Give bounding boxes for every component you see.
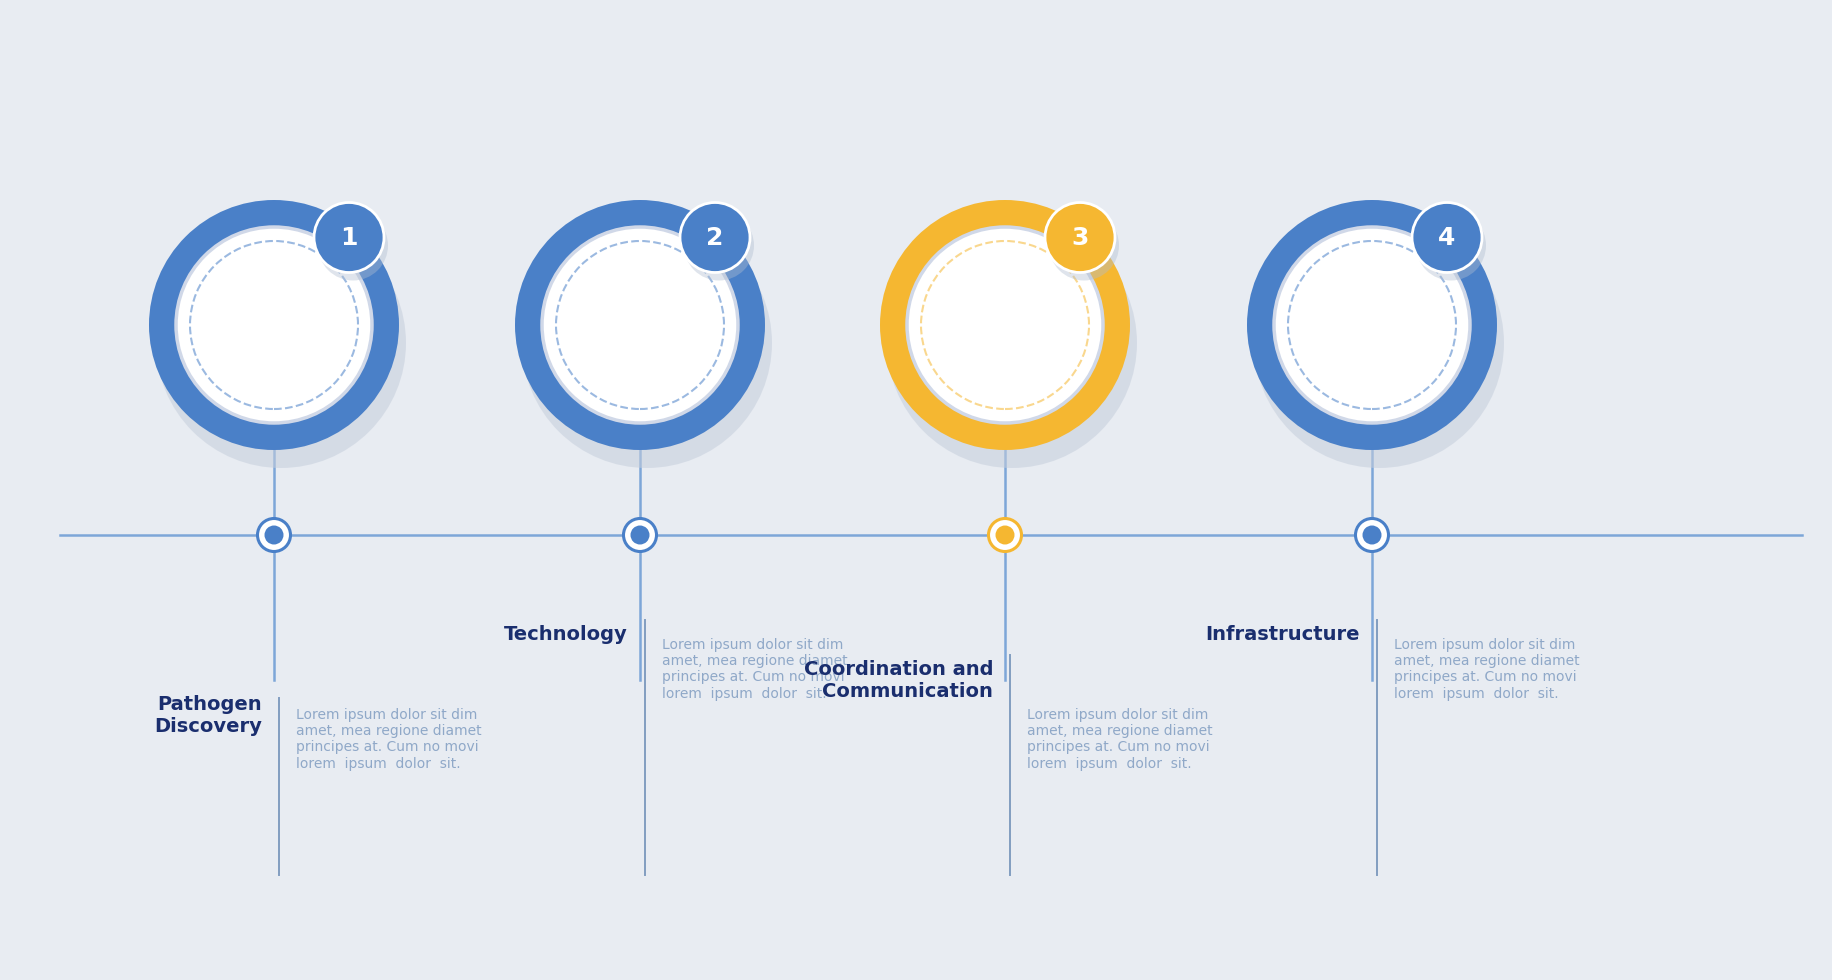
Text: 2: 2 [707,225,724,250]
Text: 3: 3 [1072,225,1088,250]
Circle shape [1248,200,1497,450]
Circle shape [680,203,749,272]
Circle shape [1050,211,1119,280]
Circle shape [683,211,755,280]
Circle shape [887,218,1138,468]
Circle shape [1412,203,1482,272]
Circle shape [515,200,766,450]
Text: Lorem ipsum dolor sit dim
amet, mea regione diamet
principes at. Cum no movi
lor: Lorem ipsum dolor sit dim amet, mea regi… [1394,638,1579,701]
Circle shape [623,518,656,552]
Circle shape [1253,218,1504,468]
Circle shape [1416,211,1486,280]
Circle shape [264,525,284,545]
Text: Coordination and
Communication: Coordination and Communication [804,660,993,701]
Circle shape [258,518,291,552]
Text: Lorem ipsum dolor sit dim
amet, mea regione diamet
principes at. Cum no movi
lor: Lorem ipsum dolor sit dim amet, mea regi… [297,708,482,770]
Circle shape [1356,518,1389,552]
Circle shape [1044,203,1116,272]
Circle shape [1273,227,1469,423]
Text: Technology: Technology [504,625,628,644]
Circle shape [313,203,385,272]
Circle shape [156,218,407,468]
Text: 4: 4 [1438,225,1456,250]
Circle shape [630,525,650,545]
Text: Lorem ipsum dolor sit dim
amet, mea regione diamet
principes at. Cum no movi
lor: Lorem ipsum dolor sit dim amet, mea regi… [661,638,848,701]
Circle shape [879,200,1130,450]
Text: Lorem ipsum dolor sit dim
amet, mea regione diamet
principes at. Cum no movi
lor: Lorem ipsum dolor sit dim amet, mea regi… [1028,708,1213,770]
Text: Infrastructure: Infrastructure [1205,625,1359,644]
Circle shape [148,200,399,450]
Text: 1: 1 [341,225,357,250]
Circle shape [176,227,372,423]
Circle shape [995,525,1015,545]
Circle shape [989,518,1022,552]
Text: Pathogen
Discovery: Pathogen Discovery [154,695,262,736]
Circle shape [319,211,388,280]
Circle shape [1363,525,1381,545]
Circle shape [522,218,771,468]
Circle shape [907,227,1103,423]
Circle shape [542,227,738,423]
